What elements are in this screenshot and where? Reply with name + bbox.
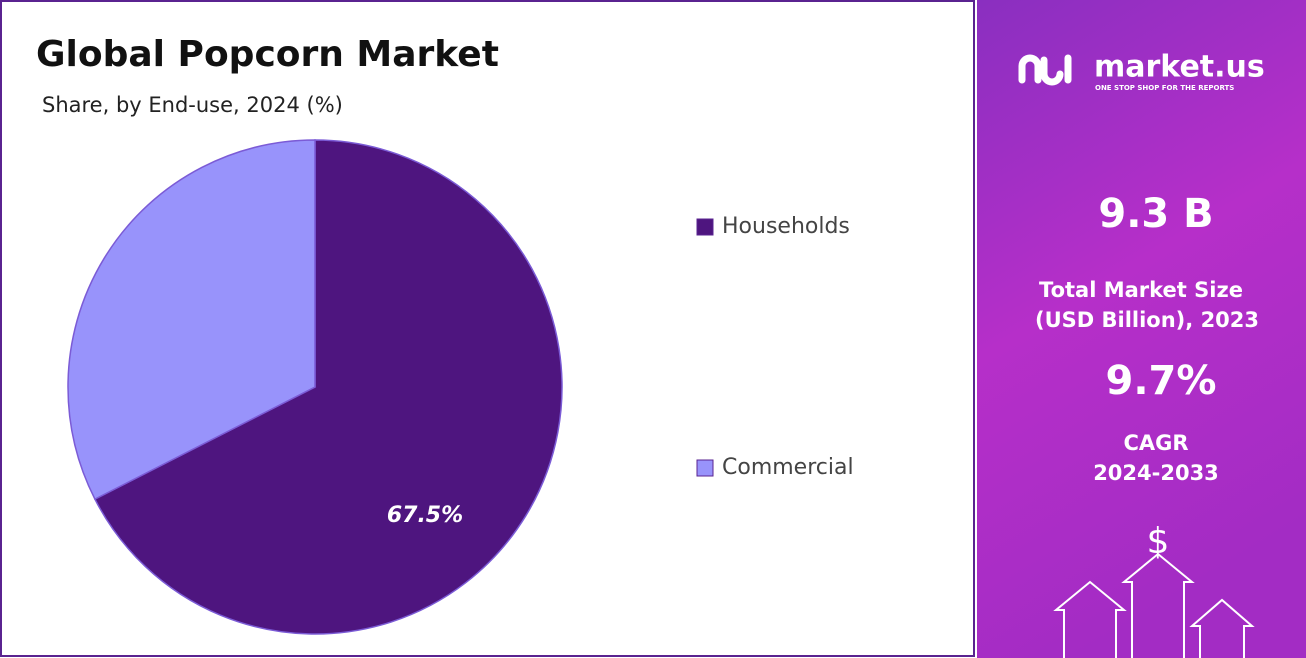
legend: Households Commercial: [696, 214, 854, 480]
cagr-label: 2024-2033: [1093, 461, 1219, 485]
chart-subtitle: Share, by End-use, 2024 (%): [42, 93, 343, 117]
legend-label: Households: [722, 214, 850, 239]
chart-title: Global Popcorn Market: [36, 34, 499, 75]
pie-slice: [93, 139, 563, 635]
logo-text: market.us: [1094, 50, 1265, 85]
legend-label: Commercial: [722, 455, 854, 480]
dollar-icon: $: [1147, 521, 1170, 562]
market-size-label: (USD Billion), 2023: [1035, 308, 1259, 332]
logo-tagline: ONE STOP SHOP FOR THE REPORTS: [1095, 84, 1234, 92]
logo: market.us ONE STOP SHOP FOR THE REPORTS: [1018, 50, 1265, 92]
pie-slice: [67, 139, 316, 501]
market-size: 9.3 B: [1098, 191, 1213, 237]
legend-swatch: [696, 459, 714, 477]
arrow-icons: [1053, 552, 1255, 658]
pie: 67.5%: [67, 139, 563, 635]
legend-swatch: [696, 218, 714, 236]
side-panel: [977, 0, 1306, 658]
logo-icon: [1018, 54, 1072, 86]
data-label: 67.5%: [387, 503, 463, 528]
cagr: 9.7%: [1106, 358, 1217, 404]
cagr-label: CAGR: [1123, 431, 1188, 455]
market-size-label: Total Market Size: [1039, 278, 1243, 302]
